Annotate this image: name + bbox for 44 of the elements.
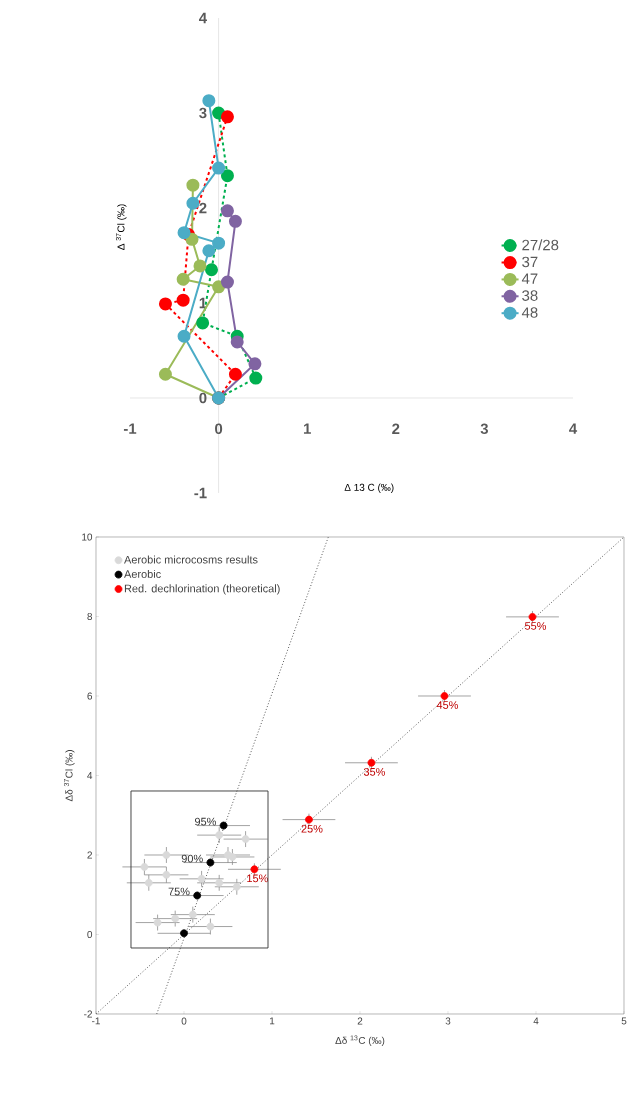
y-tick-label: 2	[87, 851, 92, 859]
legend-label: 37	[522, 256, 538, 268]
x-tick-label: 3	[480, 423, 488, 435]
x-axis-title: Δ 13 C (‰)	[344, 483, 394, 493]
annotation: 45%	[436, 701, 459, 709]
annotation: 90%	[181, 854, 203, 863]
x-tick-label: 3	[445, 1017, 451, 1025]
y-tick-label: 10	[82, 533, 93, 541]
y-tick-label: 4	[87, 772, 93, 779]
annotation: 35%	[363, 767, 385, 776]
y-tick-label: 3	[199, 107, 207, 119]
x-tick-label: 1	[303, 423, 311, 434]
legend-label: Aerobic microcosms results	[124, 555, 258, 564]
y-tick-label: 6	[87, 692, 93, 700]
legend-label: 48	[521, 307, 538, 318]
x-tick-label: 4	[533, 1017, 539, 1025]
x-tick-label: 4	[569, 423, 578, 434]
y-axis-title: Δ $^{37}$Cl (‰)	[115, 204, 127, 250]
legend-label: 38	[522, 290, 538, 301]
x-tick-label: 0	[215, 423, 223, 435]
y-tick-label: 8	[87, 612, 93, 621]
x-tick-label: -1	[123, 423, 137, 434]
annotation: 25%	[301, 824, 323, 833]
y-tick-label: -2	[84, 1010, 92, 1018]
annotation: 95%	[194, 817, 216, 826]
legend-label: Red. dechlorination (theoretical)	[124, 584, 280, 595]
y-tick-label: 0	[199, 392, 207, 404]
y-tick-label: 4	[198, 12, 207, 24]
x-tick-label: 2	[392, 423, 400, 434]
annotation: 75%	[168, 887, 190, 896]
annotation: 55%	[524, 622, 547, 630]
x-tick-label: 1	[269, 1017, 275, 1025]
y-tick-label: 0	[87, 930, 93, 939]
legend-label: 47	[521, 273, 538, 284]
y-axis-title: Δδ $^{37}$Cl (‰)	[63, 750, 75, 802]
y-tick-label: -1	[194, 487, 207, 499]
y-tick-label: 2	[199, 202, 207, 214]
x-tick-label: 5	[621, 1017, 627, 1025]
x-tick-label: 0	[181, 1017, 187, 1025]
legend-label: Aerobic	[124, 569, 161, 578]
x-tick-label: 2	[357, 1017, 363, 1025]
legend-label: 27/28	[522, 239, 559, 251]
x-axis-title: Δδ $^{13}$C (‰)	[335, 1035, 385, 1046]
annotation: 15%	[247, 874, 268, 883]
